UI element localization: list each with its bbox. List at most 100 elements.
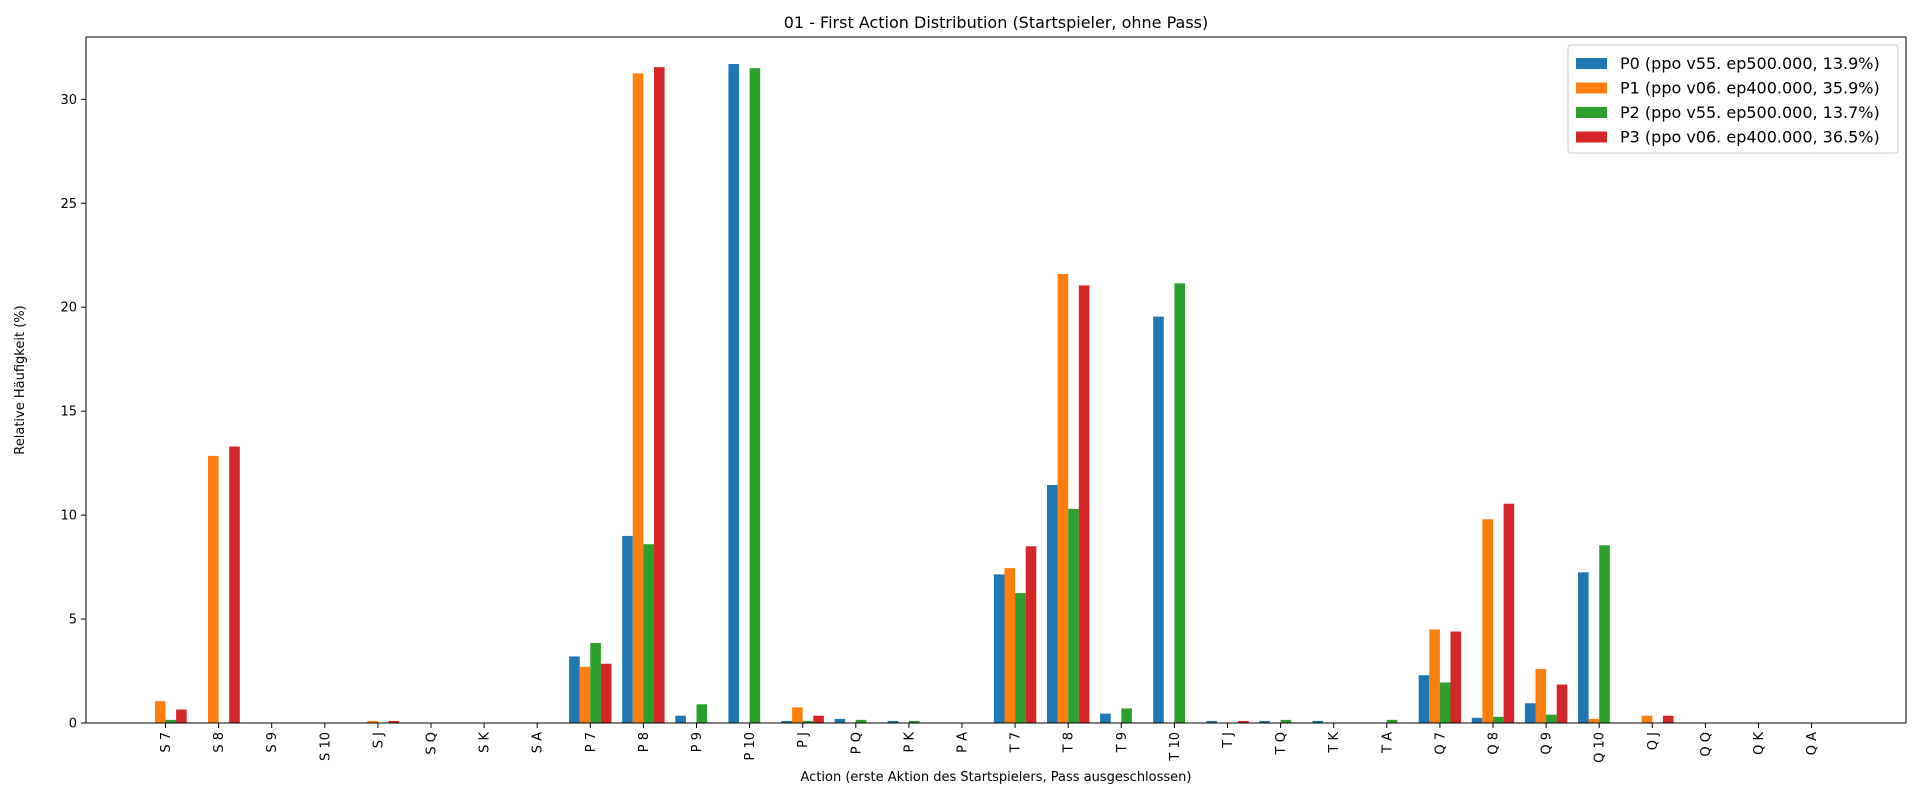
x-tick-label: S A bbox=[531, 732, 546, 753]
bar-t-8-p0 bbox=[1047, 484, 1058, 723]
x-tick-label: T 8 bbox=[1062, 732, 1077, 753]
x-tick-label: Q 10 bbox=[1593, 732, 1608, 763]
bar-s-8-p1 bbox=[208, 455, 219, 723]
bar-q-9-p0 bbox=[1524, 703, 1536, 723]
bar-p-10-p0 bbox=[728, 64, 739, 723]
bar-p-j-p0 bbox=[781, 720, 793, 723]
x-tick-label: Q J bbox=[1646, 732, 1661, 750]
x-tick-label: T K bbox=[1327, 732, 1342, 754]
bar-q-9-p3 bbox=[1556, 684, 1568, 723]
bar-p-q-p0 bbox=[834, 718, 846, 723]
bar-q-9-p2 bbox=[1546, 714, 1557, 723]
bar-t-q-p0 bbox=[1259, 720, 1270, 723]
bar-t-k-p0 bbox=[1312, 720, 1324, 723]
x-tick-label: P K bbox=[902, 732, 917, 753]
legend: P0 (ppo v55. ep500.000, 13.9%) P1 (ppo v0… bbox=[1567, 44, 1899, 154]
x-axis: S 7 S 8 S 9 S 10 S J S Q S K S A P 7 P 8 P 9 P 10 P … bbox=[159, 723, 1820, 763]
plot-area-frame bbox=[85, 36, 1907, 724]
y-tick-label: 0 bbox=[69, 717, 77, 732]
bar-s-8-p3 bbox=[229, 446, 240, 723]
bar-p-10-p2 bbox=[749, 68, 761, 724]
y-tick-label: 30 bbox=[60, 93, 77, 108]
bar-q-7-p1 bbox=[1429, 629, 1440, 723]
bars-layer bbox=[154, 64, 1674, 724]
bar-t-9-p0 bbox=[1100, 713, 1111, 723]
bar-s-7-p1 bbox=[154, 701, 166, 723]
x-tick-label: T 10 bbox=[1168, 732, 1183, 762]
bar-t-10-p0 bbox=[1153, 316, 1164, 723]
legend-swatch-p1 bbox=[1576, 82, 1607, 94]
x-tick-label: T J bbox=[1221, 732, 1236, 749]
x-tick-label: Q K bbox=[1752, 732, 1767, 755]
x-tick-label: P 9 bbox=[690, 732, 705, 752]
legend-entry-p2: P2 (ppo v55. ep500.000, 13.7%) bbox=[1620, 103, 1880, 122]
bar-q-7-p0 bbox=[1418, 675, 1430, 723]
x-tick-label: Q Q bbox=[1699, 732, 1714, 757]
bar-t-7-p3 bbox=[1025, 546, 1037, 723]
bar-s-j-p3 bbox=[388, 720, 400, 723]
x-tick-label: S J bbox=[371, 732, 386, 748]
x-tick-label: S K bbox=[478, 732, 493, 753]
x-tick-label: S 7 bbox=[159, 732, 174, 753]
x-tick-label: P A bbox=[956, 732, 971, 753]
x-tick-label: T 7 bbox=[1009, 732, 1024, 753]
y-axis-label: Relative Häufigkeit (%) bbox=[13, 305, 28, 454]
bar-q-9-p1 bbox=[1535, 668, 1547, 723]
bar-p-8-p1 bbox=[632, 73, 644, 723]
y-tick-label: 5 bbox=[69, 613, 77, 628]
x-tick-label: T 9 bbox=[1115, 732, 1130, 753]
bar-p-7-p2 bbox=[590, 642, 601, 723]
legend-swatch-p0 bbox=[1576, 58, 1607, 69]
bar-s-7-p3 bbox=[176, 709, 187, 723]
bar-q-7-p2 bbox=[1439, 682, 1451, 723]
bar-s-j-p1 bbox=[367, 720, 378, 723]
x-tick-label: Q 8 bbox=[1487, 732, 1502, 755]
x-tick-label: P 8 bbox=[637, 732, 652, 752]
x-tick-label: Q 7 bbox=[1433, 732, 1448, 755]
bar-p-j-p1 bbox=[792, 707, 803, 723]
bar-p-k-p2 bbox=[908, 720, 920, 723]
bar-t-a-p2 bbox=[1386, 719, 1398, 723]
bar-t-7-p2 bbox=[1015, 593, 1026, 723]
bar-q-8-p2 bbox=[1493, 716, 1504, 723]
bar-t-j-p3 bbox=[1238, 720, 1249, 723]
x-tick-label: Q A bbox=[1805, 732, 1820, 755]
bar-t-7-p0 bbox=[993, 574, 1005, 723]
x-tick-label: T Q bbox=[1274, 732, 1289, 755]
legend-entry-p3: P3 (ppo v06. ep400.000, 36.5%) bbox=[1620, 128, 1880, 147]
bar-t-7-p1 bbox=[1004, 568, 1016, 723]
bar-t-j-p0 bbox=[1206, 720, 1217, 723]
bar-q-j-p1 bbox=[1641, 715, 1653, 723]
bar-t-q-p2 bbox=[1280, 719, 1292, 723]
legend-swatch-p2 bbox=[1576, 107, 1607, 118]
bar-p-k-p0 bbox=[887, 720, 899, 723]
x-tick-label: P 7 bbox=[584, 732, 599, 752]
y-tick-label: 10 bbox=[60, 509, 77, 524]
chart-title: 01 - First Action Distribution (Startspi… bbox=[784, 13, 1208, 32]
x-tick-label: T A bbox=[1380, 732, 1395, 754]
bar-p-7-p3 bbox=[600, 663, 612, 723]
x-axis-label: Action (erste Aktion des Startspielers, … bbox=[801, 770, 1192, 785]
bar-s-7-p2 bbox=[165, 719, 177, 723]
bar-t-10-p2 bbox=[1174, 283, 1185, 723]
x-tick-label: S 8 bbox=[212, 732, 227, 753]
bar-t-9-p2 bbox=[1121, 708, 1132, 723]
x-tick-label: S 10 bbox=[318, 732, 333, 761]
bar-t-8-p3 bbox=[1078, 285, 1090, 723]
legend-entry-p0: P0 (ppo v55. ep500.000, 13.9%) bbox=[1620, 54, 1880, 73]
bar-p-j-p2 bbox=[802, 720, 814, 723]
y-tick-label: 25 bbox=[60, 197, 77, 212]
bar-p-9-p0 bbox=[675, 715, 686, 723]
bar-q-10-p1 bbox=[1588, 718, 1600, 723]
bar-t-8-p2 bbox=[1068, 508, 1079, 723]
x-tick-label: P 10 bbox=[743, 732, 758, 761]
y-tick-label: 15 bbox=[60, 405, 77, 420]
bar-p-8-p0 bbox=[622, 535, 633, 723]
x-tick-label: S Q bbox=[425, 732, 440, 755]
bar-q-8-p1 bbox=[1482, 519, 1493, 723]
x-tick-label: P Q bbox=[849, 732, 864, 754]
legend-entry-p1: P1 (ppo v06. ep400.000, 35.9%) bbox=[1620, 79, 1880, 98]
legend-box bbox=[1567, 44, 1899, 154]
bar-q-8-p0 bbox=[1471, 717, 1483, 723]
